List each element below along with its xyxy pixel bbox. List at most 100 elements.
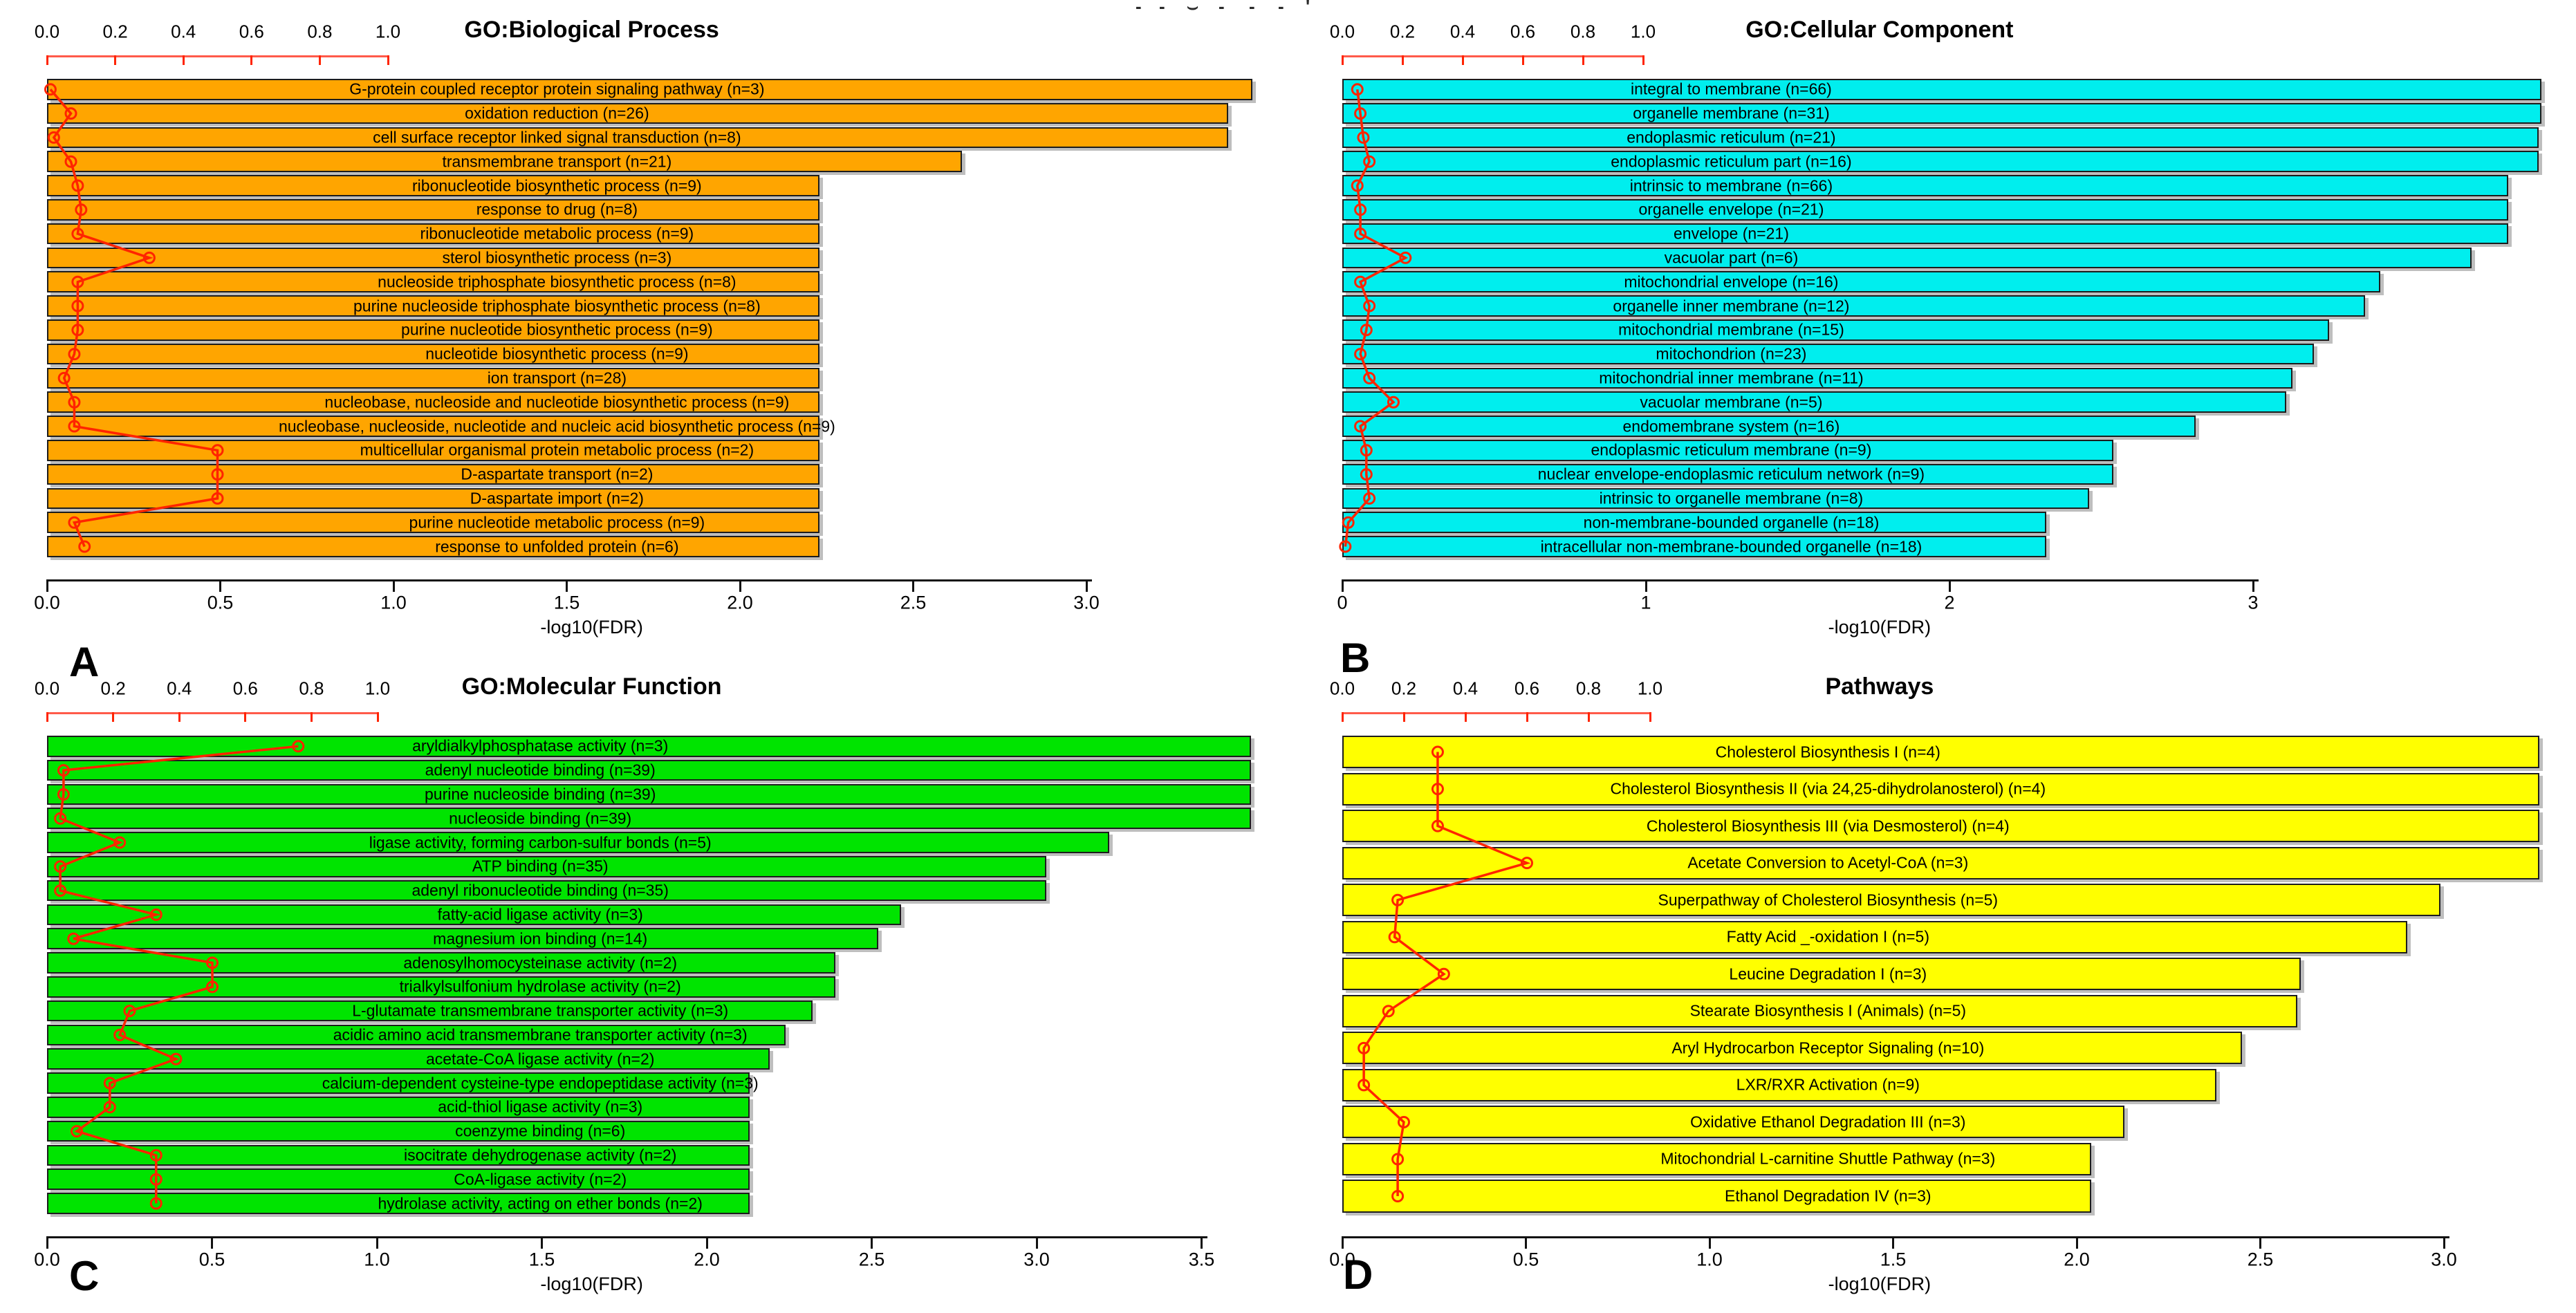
table-row-bar: [1342, 151, 2539, 172]
panel-pathways: Pathways 0.0 0.2 0.4 0.6 0.8 1.0 Cholesterol B…: [1286, 657, 2576, 1313]
cropped-text-artifact: ': [1306, 0, 1310, 17]
x-axis-tick-label: 0.5: [1512, 1249, 1539, 1270]
x-axis-tick: [912, 579, 914, 592]
x-axis-tick: [1892, 1236, 1894, 1249]
bar-label: purine nucleoside binding (n=39): [424, 785, 656, 803]
bar-label: integral to membrane (n=66): [1630, 80, 1832, 98]
top-red-axis-tick-label: 0.2: [1389, 21, 1416, 42]
cropped-text-artifact: -: [1136, 0, 1142, 17]
panel-letter-b: B: [1340, 635, 1371, 681]
x-axis-tick: [1201, 1236, 1203, 1249]
table-row-bar: [1342, 391, 2287, 413]
x-axis-tick-label: 1.5: [528, 1249, 555, 1270]
bar-label: D-aspartate transport (n=2): [461, 465, 654, 483]
x-axis-tick: [1035, 1236, 1038, 1249]
top-red-axis: [47, 55, 388, 57]
table-row-bar: [1342, 440, 2114, 461]
bar-label: endoplasmic reticulum (n=21): [1627, 128, 1836, 147]
table-row-bar: [47, 487, 820, 510]
table-row-bar: [1342, 846, 2540, 879]
top-red-axis-tick: [1341, 712, 1344, 722]
top-red-axis-tick-label: 0.2: [100, 678, 126, 699]
top-red-axis-tick: [244, 712, 247, 722]
x-axis-tick: [871, 1236, 873, 1249]
bar-label: adenyl nucleotide binding (n=39): [425, 761, 656, 779]
table-row-bar: [47, 367, 820, 389]
table-row-bar: [1342, 463, 2114, 485]
bar-label: ribonucleotide metabolic process (n=9): [420, 224, 694, 243]
x-axis-tick-label: 2.5: [858, 1249, 885, 1270]
x-axis-tick-label: 0: [1337, 592, 1348, 613]
table-row-bar: [1342, 271, 2381, 292]
top-red-axis-tick: [1461, 55, 1464, 65]
bar-label: Fatty Acid _-oxidation I (n=5): [1726, 927, 1929, 946]
bar-label: aryldialkylphosphatase activity (n=3): [412, 736, 669, 755]
x-axis-tick-label: 1.5: [553, 592, 580, 613]
cropped-text-artifact: -: [1278, 0, 1284, 17]
bar-label: Aryl Hydrocarbon Receptor Signaling (n=1…: [1671, 1039, 1985, 1057]
x-axis-label: -log10(FDR): [1828, 617, 1931, 637]
bar-label: cell surface receptor linked signal tran…: [373, 128, 741, 147]
x-axis-tick: [2075, 1236, 2078, 1249]
bar-label: purine nucleotide metabolic process (n=9…: [409, 513, 705, 532]
panel-title: GO:Cellular Component: [1745, 17, 2014, 43]
bar-label: transmembrane transport (n=21): [442, 152, 672, 171]
top-red-axis-tick-label: 0.6: [232, 678, 258, 699]
bar-label: envelope (n=21): [1673, 224, 1789, 243]
top-red-axis-tick-label: 0.0: [1329, 678, 1355, 699]
x-axis-tick: [566, 579, 568, 592]
bar-label: coenzyme binding (n=6): [455, 1121, 626, 1140]
cropped-text-artifact: ⌣: [1187, 0, 1199, 17]
x-axis-tick-label: 0.0: [34, 592, 60, 613]
top-red-axis-tick: [318, 55, 321, 65]
table-row-bar: [1342, 512, 2047, 533]
top-red-axis-tick-label: 0.8: [307, 21, 333, 42]
bar-label: Cholesterol Biosynthesis II (via 24,25-d…: [1610, 779, 2046, 798]
x-axis-tick-label: 0.5: [207, 592, 234, 613]
x-axis-tick: [1341, 1236, 1344, 1249]
bar-label: purine nucleoside triphosphate biosynthe…: [353, 297, 761, 315]
table-row-bar: [1342, 295, 2366, 317]
x-axis-label: -log10(FDR): [1828, 1274, 1931, 1294]
x-axis-tick: [1085, 579, 1088, 592]
panel-biological-process: GO:Biological Process 0.0 0.2 0.4 0.6 0.8 1.0…: [0, 0, 1286, 683]
table-row-bar: [1342, 319, 2329, 341]
table-row-bar: [47, 102, 1229, 124]
bar-label: ATP binding (n=35): [472, 857, 609, 875]
table-row-bar: [1342, 102, 2542, 124]
table-row-bar: [1342, 223, 2508, 245]
bar-label: acid-thiol ligase activity (n=3): [438, 1097, 643, 1116]
bar-label: sterol biosynthetic process (n=3): [442, 248, 672, 267]
bar-label: Stearate Biosynthesis I (Animals) (n=5): [1689, 1001, 1967, 1020]
x-axis: [1342, 1236, 2449, 1238]
bar-label: endomembrane system (n=16): [1622, 417, 1840, 435]
x-axis-tick-label: 1.5: [1880, 1249, 1907, 1270]
x-axis-tick-label: 2.0: [2064, 1249, 2090, 1270]
x-axis: [47, 1236, 1207, 1238]
bar-label: Superpathway of Cholesterol Biosynthesis…: [1658, 891, 1999, 909]
bar-label: acetate-CoA ligase activity (n=2): [425, 1050, 655, 1068]
x-axis-tick: [1644, 579, 1647, 592]
x-axis-tick: [1708, 1236, 1711, 1249]
cropped-text-artifact: -: [1218, 0, 1225, 17]
bar-label: endoplasmic reticulum part (n=16): [1611, 152, 1852, 171]
top-red-axis-tick: [1587, 712, 1590, 722]
bar-label: LXR/RXR Activation (n=9): [1736, 1075, 1920, 1094]
top-red-axis-tick: [1401, 55, 1404, 65]
x-axis-tick: [1525, 1236, 1527, 1249]
table-row-bar: [47, 127, 1229, 149]
top-red-axis-tick: [112, 712, 115, 722]
table-row-bar: [1342, 810, 2540, 843]
bar-label: nucleotide biosynthetic process (n=9): [425, 344, 689, 363]
table-row-bar: [1342, 736, 2540, 769]
x-axis-tick-label: 3.5: [1188, 1249, 1215, 1270]
top-red-axis-tick-label: 0.4: [171, 21, 196, 42]
table-row-bar: [47, 1097, 750, 1118]
table-row-bar: [47, 247, 820, 269]
panel-letter-d: D: [1343, 1251, 1373, 1298]
bar-label: mitochondrial inner membrane (n=11): [1599, 369, 1864, 387]
x-axis-tick-label: 2.5: [900, 592, 927, 613]
top-red-axis-tick: [1526, 712, 1528, 722]
top-red-axis-tick: [250, 55, 253, 65]
top-red-axis-tick: [310, 712, 313, 722]
